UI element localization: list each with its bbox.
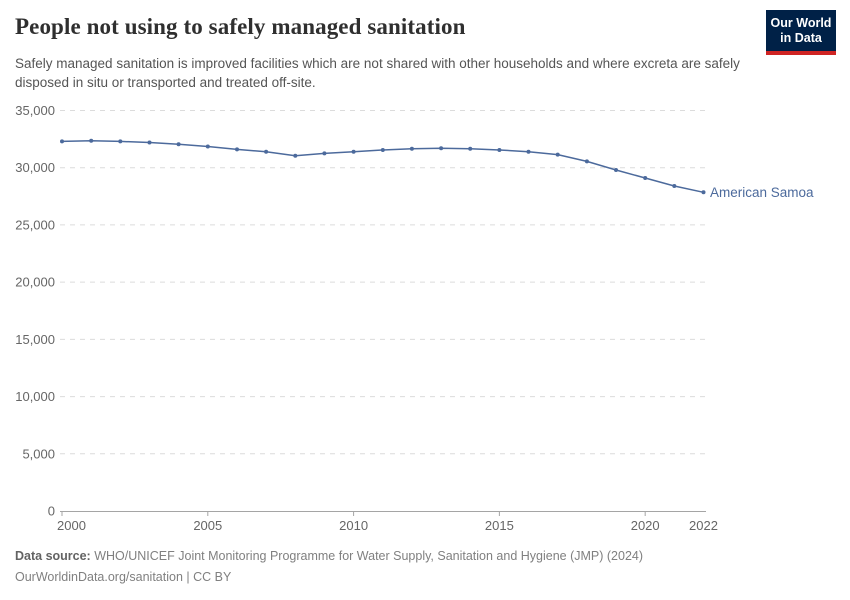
data-point[interactable]: [439, 146, 444, 151]
data-point[interactable]: [584, 159, 589, 164]
data-point[interactable]: [409, 146, 414, 151]
chart-footer: Data source: WHO/UNICEF Joint Monitoring…: [15, 546, 643, 588]
chart-subtitle: Safely managed sanitation is improved fa…: [15, 56, 740, 91]
license-link[interactable]: OurWorldinData.org/sanitation | CC BY: [15, 570, 232, 584]
data-point[interactable]: [89, 138, 94, 143]
data-point[interactable]: [118, 139, 123, 144]
data-source-label: Data source:: [15, 549, 91, 563]
y-axis-tick-label: 5,000: [22, 446, 55, 461]
data-point[interactable]: [380, 148, 385, 152]
data-point[interactable]: [701, 190, 706, 195]
data-source-line: Data source: WHO/UNICEF Joint Monitoring…: [15, 546, 643, 567]
data-point[interactable]: [526, 149, 531, 154]
x-axis-tick-label: 2015: [485, 518, 514, 533]
data-point[interactable]: [60, 139, 64, 144]
owid-logo-line1: Our World: [770, 16, 832, 30]
y-axis-tick-label: 30,000: [15, 160, 55, 175]
line-chart[interactable]: 0 5,000 10,000 15,000 20,000 25,000 30,000 35,0…: [0, 0, 850, 545]
data-point[interactable]: [497, 148, 502, 152]
data-point[interactable]: [147, 140, 152, 145]
data-point[interactable]: [235, 147, 239, 152]
data-source-text: WHO/UNICEF Joint Monitoring Programme fo…: [94, 549, 644, 563]
data-point[interactable]: [205, 144, 210, 149]
data-point[interactable]: [614, 168, 618, 172]
data-point[interactable]: [468, 146, 473, 151]
x-axis-tick-label: 2005: [193, 518, 222, 533]
y-axis-tick-label: 0: [48, 504, 55, 519]
data-point[interactable]: [264, 149, 269, 154]
y-axis-tick-label: 35,000: [15, 103, 55, 118]
page-title: People not using to safely managed sanit…: [15, 14, 466, 39]
data-point[interactable]: [555, 152, 560, 157]
owid-logo-line2: in Data: [780, 31, 822, 45]
data-point[interactable]: [351, 149, 356, 154]
x-axis-tick-label: 2010: [339, 518, 368, 533]
x-axis-tick-label: 2020: [631, 518, 660, 533]
data-point[interactable]: [643, 176, 648, 180]
x-axis-tick-label: 2000: [57, 518, 86, 533]
y-axis-tick-label: 10,000: [15, 389, 55, 404]
y-axis-tick-label: 15,000: [15, 332, 55, 347]
data-point[interactable]: [672, 184, 677, 188]
data-point[interactable]: [293, 153, 298, 158]
owid-logo[interactable]: Our World in Data: [766, 10, 836, 55]
series-label[interactable]: American Samoa: [710, 185, 814, 200]
data-point[interactable]: [176, 142, 181, 147]
y-axis-tick-label: 25,000: [15, 217, 55, 232]
x-axis-tick-label: 2022: [689, 518, 718, 533]
data-point[interactable]: [322, 151, 327, 156]
y-axis-tick-label: 20,000: [15, 275, 55, 290]
